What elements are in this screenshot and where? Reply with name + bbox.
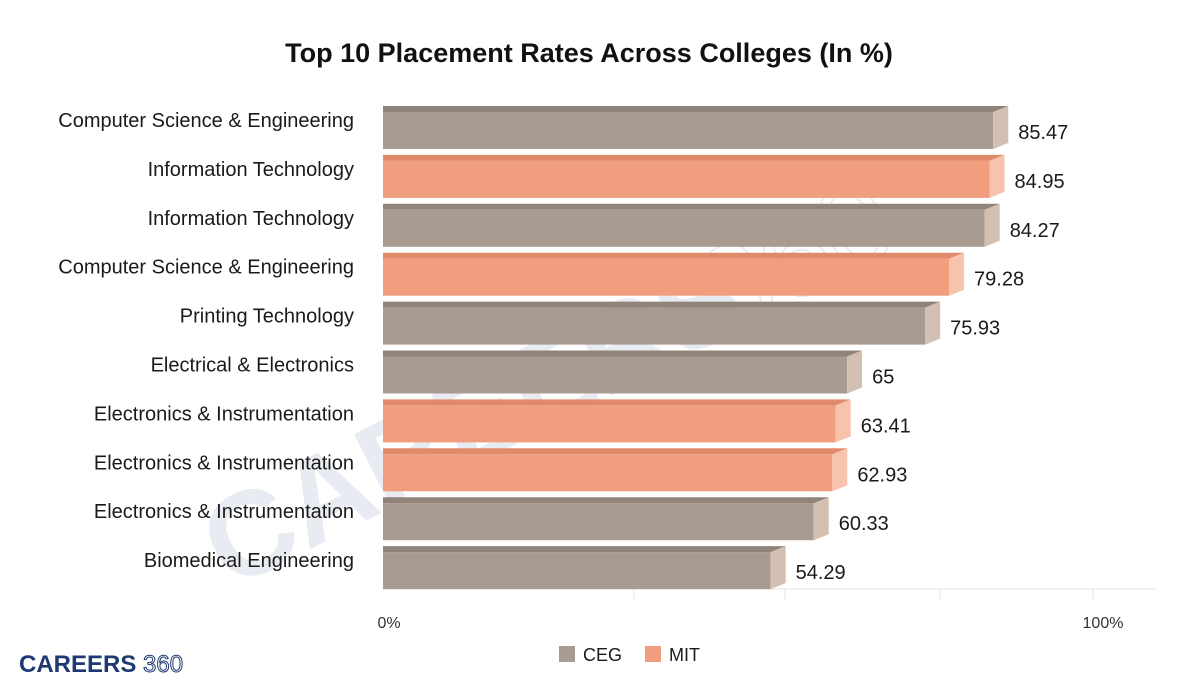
bar-8: [383, 448, 848, 492]
value-label: 84.95: [1015, 171, 1065, 193]
value-label: 62.93: [857, 464, 907, 486]
category-label: Computer Science & Engineering: [58, 110, 354, 132]
bar-front-face: [383, 160, 990, 198]
bar-6: [383, 350, 863, 394]
gridlines: [383, 588, 1156, 600]
bar-4: [383, 252, 965, 296]
value-label: 75.93: [950, 318, 1000, 340]
category-label: Biomedical Engineering: [144, 550, 354, 572]
value-labels: 85.47 84.95 84.27 79.28 75.93 65 63.41 62.93 60.…: [796, 122, 1069, 584]
bar-front-face: [383, 454, 833, 492]
x-axis-ticks: 0% 100%: [377, 615, 1123, 632]
category-label: Information Technology: [148, 208, 354, 230]
bar-front-face: [383, 112, 994, 149]
bar-top-face: [383, 154, 1005, 161]
bar-top-face: [383, 448, 848, 455]
chart-title: Top 10 Placement Rates Across Colleges (…: [285, 38, 893, 68]
value-label: 85.47: [1018, 122, 1068, 144]
legend: CEG MIT: [559, 645, 700, 665]
tick-label-min: 0%: [377, 615, 400, 632]
bar-9: [383, 497, 829, 541]
bar-top-face: [383, 106, 1009, 112]
value-label: 79.28: [974, 269, 1024, 291]
bar-top-face: [383, 252, 965, 259]
legend-swatch: [559, 646, 575, 662]
bar-side-face: [989, 154, 1005, 198]
bar-side-face: [949, 252, 965, 296]
legend-item-mit: MIT: [645, 645, 700, 665]
value-label: 60.33: [839, 513, 889, 535]
category-label: Electronics & Instrumentation: [94, 403, 354, 425]
bar-top-face: [383, 497, 829, 504]
bar-side-face: [813, 497, 829, 541]
bar-front-face: [383, 552, 771, 590]
bar-side-face: [770, 546, 786, 590]
bar-side-face: [993, 106, 1009, 149]
category-label: Information Technology: [148, 159, 354, 181]
bar-front-face: [383, 503, 814, 541]
bar-front-face: [383, 405, 836, 443]
bar-side-face: [835, 399, 851, 443]
category-label: Printing Technology: [180, 306, 354, 328]
category-label: Electronics & Instrumentation: [94, 501, 354, 523]
value-label: 54.29: [796, 562, 846, 584]
bar-front-face: [383, 209, 985, 247]
legend-item-ceg: CEG: [559, 645, 622, 665]
legend-label: MIT: [669, 645, 700, 665]
bar-top-face: [383, 350, 863, 357]
bar-5: [383, 301, 941, 345]
value-label: 65: [872, 367, 894, 389]
careers360-logo: CAREERS 360: [19, 651, 184, 679]
logo-bold-text: CAREERS: [19, 651, 136, 678]
tick-label-max: 100%: [1083, 615, 1124, 632]
bar-side-face: [984, 203, 1000, 247]
bar-front-face: [383, 307, 926, 345]
value-label: 84.27: [1010, 220, 1060, 242]
bar-3: [383, 203, 1000, 247]
legend-swatch: [645, 646, 661, 662]
category-labels: Computer Science & Engineering Informatio…: [58, 110, 354, 572]
value-label: 63.41: [861, 415, 911, 437]
bar-7: [383, 399, 851, 443]
bar-10: [383, 546, 786, 590]
bar-side-face: [847, 350, 863, 394]
bar-front-face: [383, 356, 848, 394]
bar-top-face: [383, 203, 1000, 210]
bar-front-face: [383, 258, 950, 296]
bar-side-face: [832, 448, 848, 492]
bar-top-face: [383, 546, 786, 553]
logo-thin-text: 360: [143, 651, 183, 678]
bar-top-face: [383, 399, 851, 406]
category-label: Computer Science & Engineering: [58, 257, 354, 279]
bar-side-face: [925, 301, 941, 345]
bar-1: [383, 106, 1009, 149]
bar-top-face: [383, 301, 941, 308]
category-label: Electrical & Electronics: [151, 355, 354, 377]
bar-2: [383, 154, 1005, 198]
legend-label: CEG: [583, 645, 622, 665]
category-label: Electronics & Instrumentation: [94, 452, 354, 474]
bars-group: [383, 106, 1009, 590]
